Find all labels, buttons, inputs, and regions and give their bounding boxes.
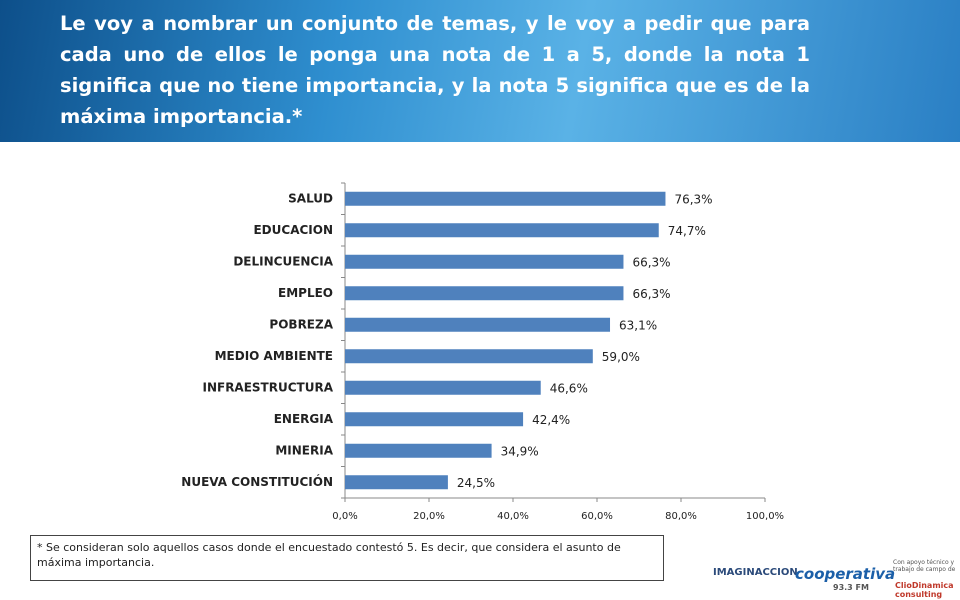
logo-text: cooperativa [795,565,896,583]
x-tick-label: 80,0% [665,511,697,522]
value-label: 46,6% [550,381,588,395]
bar [345,191,666,206]
category-label: EDUCACION [253,223,333,237]
category-label: INFRAESTRUCTURA [202,380,333,394]
logos: IMAGINACCION cooperativa 93.3 FM Con apo… [683,553,960,600]
category-label: EMPLEO [278,286,333,300]
x-tick-label: 40,0% [497,511,529,522]
logo-text: IMAGINACCION [713,567,798,578]
x-tick-label: 20,0% [413,511,445,522]
footnote: * Se consideran solo aquellos casos dond… [30,535,664,581]
value-label: 34,9% [501,444,539,458]
bar [345,317,611,332]
value-label: 59,0% [602,350,640,364]
value-label: 24,5% [457,476,495,490]
x-tick-label: 0,0% [332,511,357,522]
value-label: 66,3% [632,255,670,269]
bar [345,475,448,490]
category-label: SALUD [288,191,333,205]
logo-text: Con apoyo técnico y trabajo de campo de [893,559,956,573]
bar [345,412,524,427]
category-label: ENERGIA [274,412,334,426]
category-label: MEDIO AMBIENTE [215,349,333,363]
bar [345,349,593,364]
value-label: 63,1% [619,318,657,332]
bar [345,254,624,269]
bar [345,443,492,458]
category-label: DELINCUENCIA [233,254,333,268]
bar [345,223,659,238]
value-label: 74,7% [668,224,706,238]
logo-text: 93.3 FM [833,583,869,592]
header: Le voy a nombrar un conjunto de temas, y… [0,0,960,142]
category-label: POBREZA [269,317,333,331]
x-tick-label: 60,0% [581,511,613,522]
bar [345,286,624,301]
value-label: 66,3% [632,287,670,301]
category-label: NUEVA CONSTITUCIÓN [181,474,333,489]
value-label: 76,3% [674,192,712,206]
category-label: MINERIA [275,443,333,457]
x-tick-label: 100,0% [746,511,784,522]
value-label: 42,4% [532,413,570,427]
bar [345,380,541,395]
chart-title: Le voy a nombrar un conjunto de temas, y… [60,12,810,128]
logo-text: ClioDinamica consulting [895,581,954,599]
chart: 0,0% 20,0% 40,0% 60,0% 80,0% 100,0% SALUD 76,3%… [181,182,784,522]
